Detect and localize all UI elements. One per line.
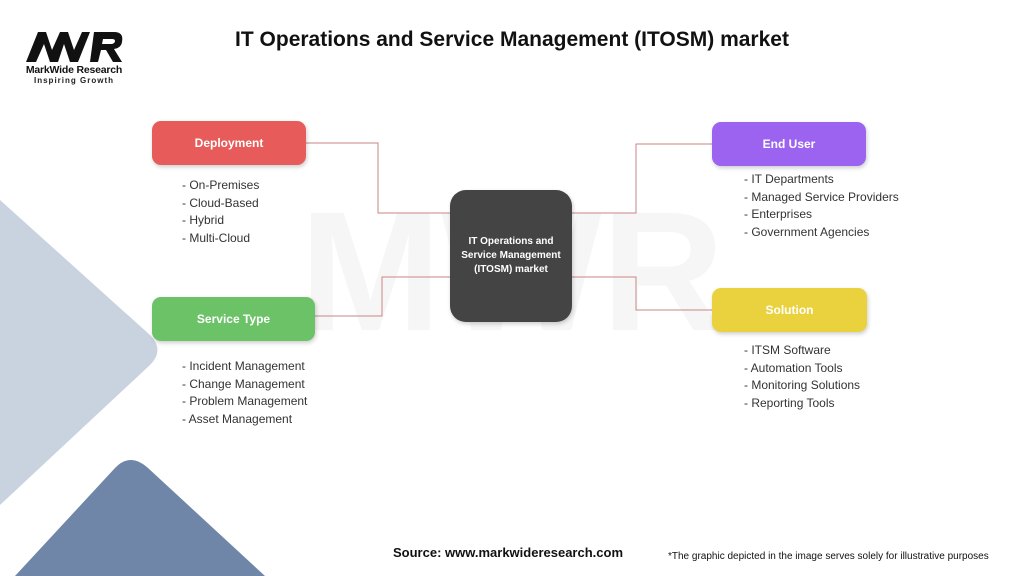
logo-tagline: Inspiring Growth (34, 76, 114, 85)
center-node: IT Operations and Service Management (IT… (450, 190, 572, 322)
list-item: - Problem Management (182, 394, 308, 408)
list-item: - Incident Management (182, 359, 305, 373)
logo-mark-icon (26, 32, 123, 62)
deployment-list: - On-Premises - Cloud-Based - Hybrid - M… (182, 177, 259, 247)
disclaimer-text: *The graphic depicted in the image serve… (668, 551, 989, 562)
connector-solution (572, 276, 712, 311)
end-user-node: End User (712, 122, 866, 166)
service-type-list: - Incident Management - Change Managemen… (182, 358, 307, 428)
connector-end-user (572, 143, 712, 214)
connectors (306, 142, 712, 317)
bg-shape-light (0, 200, 158, 505)
list-item: - Monitoring Solutions (744, 378, 861, 392)
list-item: - Multi-Cloud (182, 230, 251, 245)
list-item: - ITSM Software (744, 343, 831, 357)
list-item: - Government Agencies (744, 224, 870, 239)
list-item: - Asset Management (182, 411, 293, 426)
list-item: - Hybrid (182, 213, 225, 227)
list-item: - IT Departments (744, 172, 834, 186)
list-item: - Cloud-Based (182, 195, 259, 210)
logo: MarkWide Research Inspiring Growth (22, 28, 126, 85)
bg-shape-dark (15, 460, 265, 576)
solution-list: - ITSM Software - Automation Tools - Mon… (744, 342, 860, 412)
source-text: Source: www.markwideresearch.com (393, 545, 624, 560)
list-item: - Reporting Tools (744, 395, 835, 410)
list-item: - Enterprises (744, 207, 813, 221)
page-title: IT Operations and Service Management (IT… (235, 28, 789, 51)
connector-service-type (315, 276, 450, 317)
list-item: - Managed Service Providers (744, 189, 899, 204)
deployment-node: Deployment (152, 121, 306, 165)
logo-brand: MarkWide Research (25, 64, 123, 76)
list-item: - On-Premises (182, 178, 260, 192)
end-user-list: - IT Departments - Managed Service Provi… (744, 171, 899, 241)
connector-deployment (306, 142, 450, 214)
list-item: - Change Management (182, 376, 305, 391)
solution-node: Solution (712, 288, 867, 332)
list-item: - Automation Tools (744, 360, 843, 375)
service-type-node: Service Type (152, 297, 315, 341)
